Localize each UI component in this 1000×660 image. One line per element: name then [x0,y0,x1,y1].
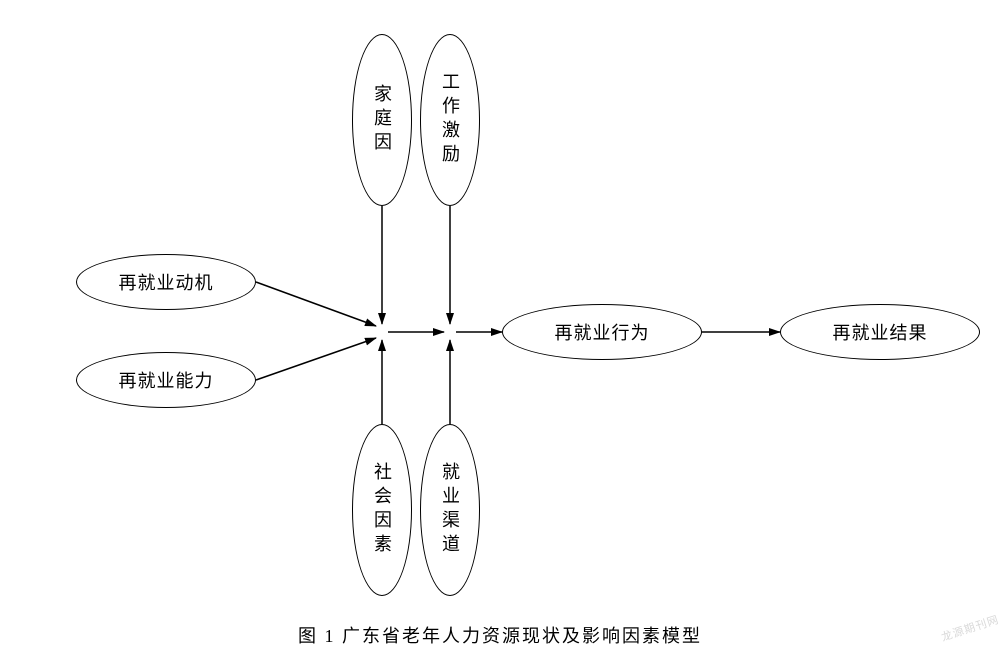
node-result: 再就业结果 [780,304,980,360]
node-motivation: 再就业动机 [76,254,256,310]
node-label: 再就业动机 [119,269,214,295]
node-ability: 再就业能力 [76,352,256,408]
node-label: 再就业行为 [555,319,650,345]
node-label: 工作激励 [437,72,463,168]
node-social: 社会因素 [352,424,412,596]
node-family: 家庭因 [352,34,412,206]
node-label: 再就业能力 [119,367,214,393]
edge [256,282,376,326]
node-channel: 就业渠道 [420,424,480,596]
node-label: 家庭因 [369,84,395,156]
node-incentive: 工作激励 [420,34,480,206]
edge [256,338,376,380]
figure-caption: 图 1 广东省老年人力资源现状及影响因素模型 [0,622,1000,648]
caption-text: 图 1 广东省老年人力资源现状及影响因素模型 [298,626,702,646]
node-label: 社会因素 [369,462,395,558]
node-behavior: 再就业行为 [502,304,702,360]
node-label: 就业渠道 [437,462,463,558]
node-label: 再就业结果 [833,319,928,345]
